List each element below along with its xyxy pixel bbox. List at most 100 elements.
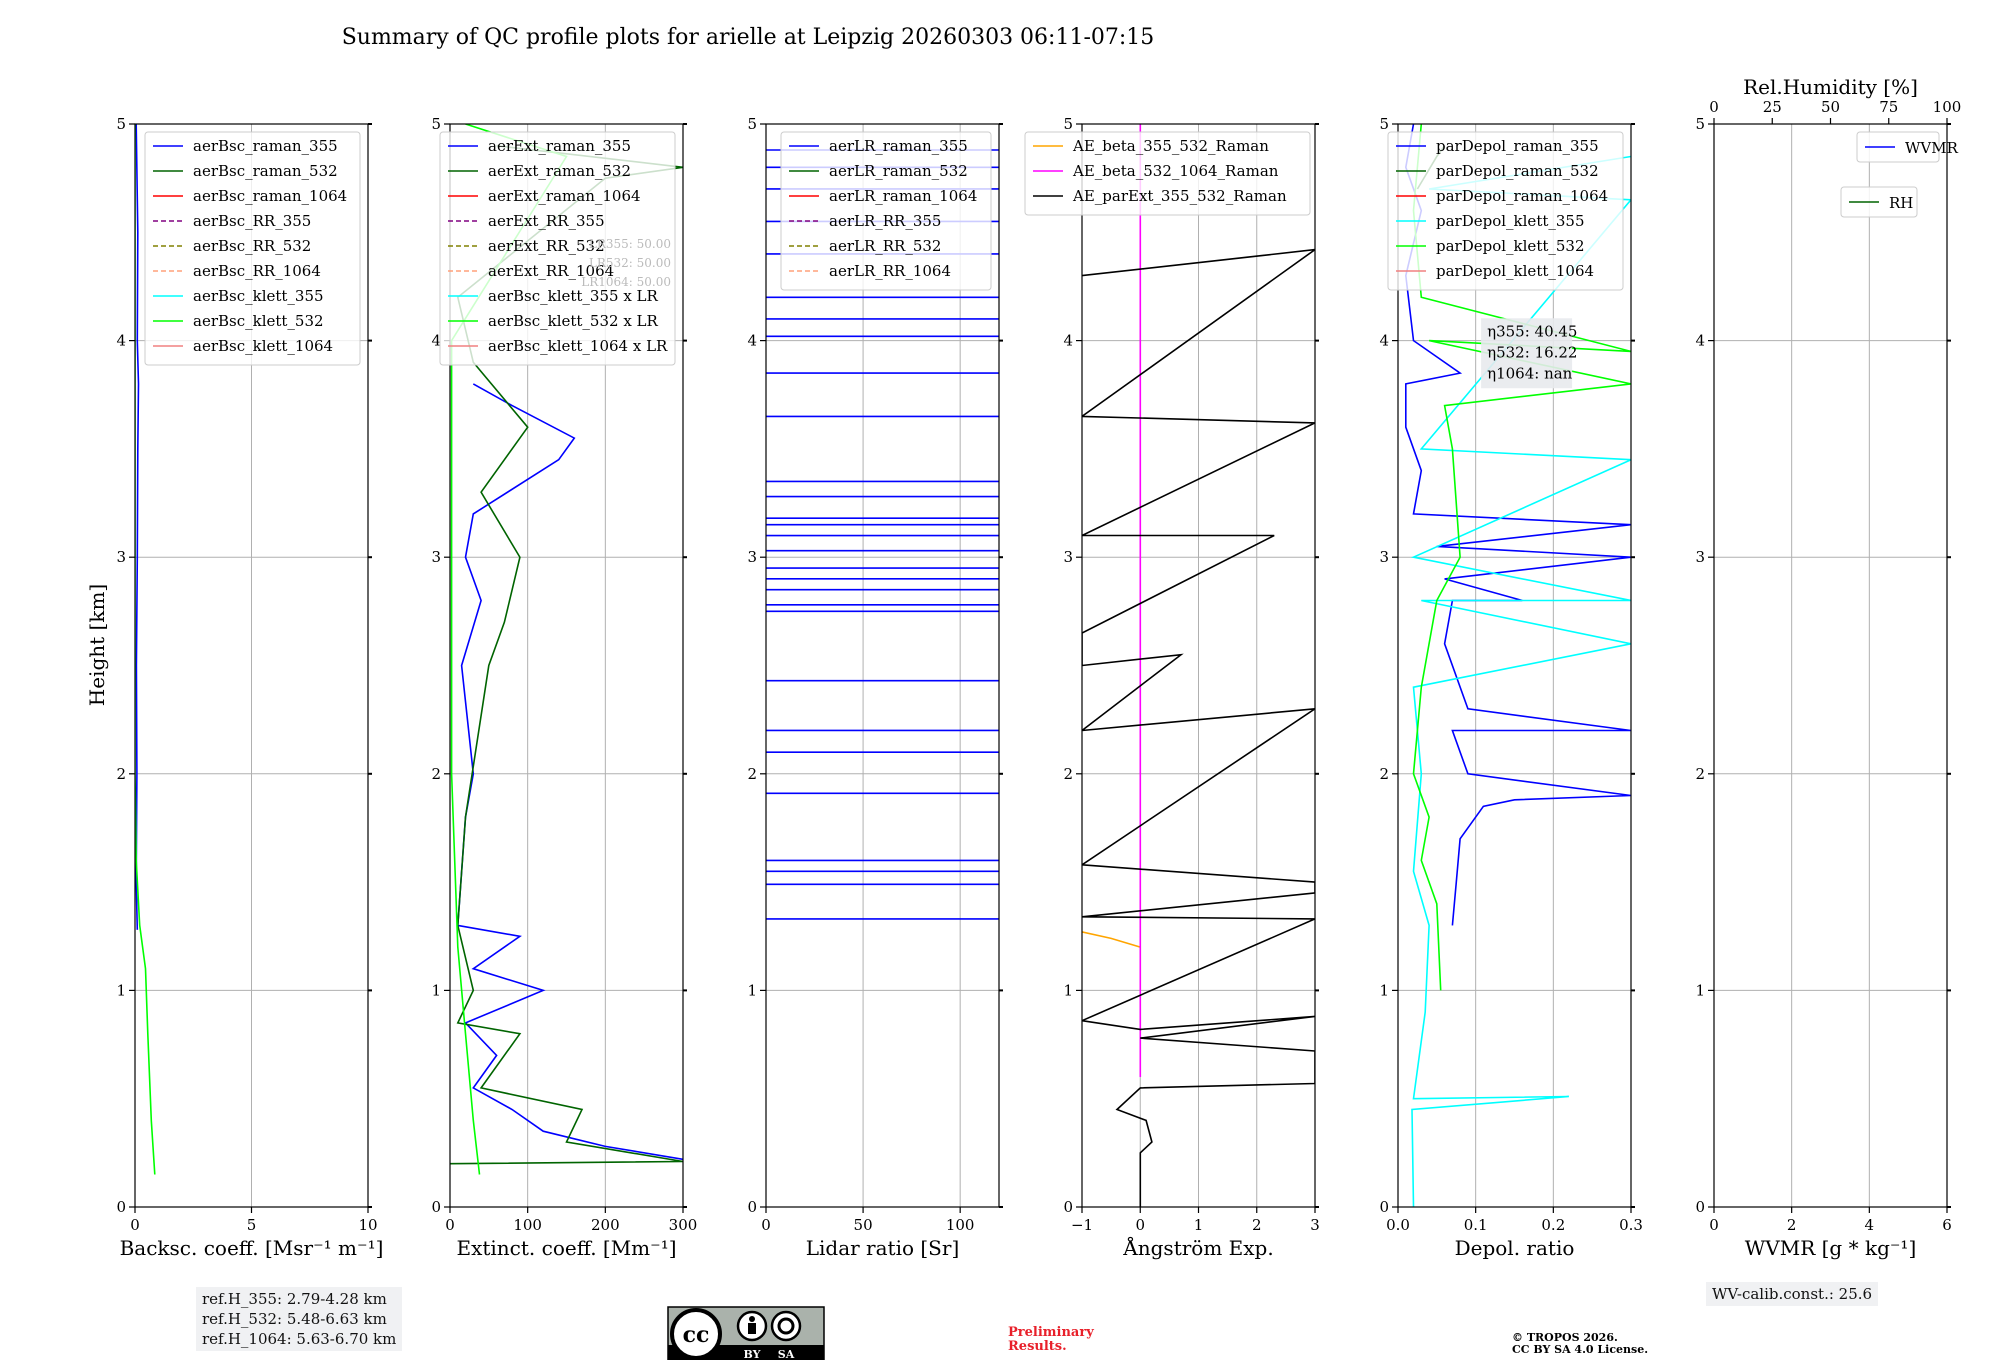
y-tick-label: 3 (1063, 548, 1073, 566)
legend-label: aerExt_RR_355 (488, 212, 605, 230)
reference-heights-box: ref.H_355: 2.79-4.28 km ref.H_532: 5.48-… (196, 1287, 403, 1351)
legend-label: aerExt_RR_1064 (488, 262, 614, 280)
copyright-line-2: CC BY SA 4.0 License. (1512, 1343, 1649, 1356)
plot-frame (449, 123, 684, 1208)
plot-frame (1397, 123, 1632, 1208)
y-tick-label: 2 (1379, 765, 1389, 783)
y-tick-label: 1 (747, 981, 757, 999)
y-tick-label: 0 (1695, 1198, 1705, 1216)
legend-label: aerBsc_klett_532 (193, 312, 324, 330)
x-tick-label: 2 (1787, 1216, 1797, 1234)
x-tick-label: 0.0 (1386, 1216, 1410, 1234)
x-tick-label: 1 (1194, 1216, 1204, 1234)
x-tick-label: 3 (1310, 1216, 1320, 1234)
copyright-line-1: © TROPOS 2026. (1512, 1331, 1618, 1344)
x-axis-label-wv: WVMR [g * kg⁻¹] (1745, 1236, 1917, 1260)
y-tick-label: 2 (1695, 765, 1705, 783)
y-tick-label: 0 (431, 1198, 441, 1216)
series-parDepol_klett_355 (1410, 155, 1631, 1207)
y-tick-label: 4 (116, 332, 126, 350)
preliminary-note: Preliminary Results. (1008, 1326, 1094, 1354)
legend-box (144, 131, 361, 366)
y-tick-label: 5 (431, 115, 441, 133)
series-aerBsc_raman_355 (135, 124, 140, 930)
x-tick-label: 0 (761, 1216, 771, 1234)
legend-label: AE_beta_355_532_Raman (1072, 137, 1269, 155)
panel-depol: 0.0 0.1 0.2 0.3 0 1 2 3 4 5 Depol. ratio parDepol_r… (1379, 115, 1642, 1260)
panel-lr: 0 50 100 0 1 2 3 4 5 Lidar ratio [Sr] aerLR_raman_… (747, 115, 1003, 1260)
legend-label: aerBsc_klett_355 (193, 287, 324, 305)
eta-eta1064: η1064: nan (1487, 364, 1573, 382)
top-x-tick-label: 75 (1879, 98, 1898, 116)
series-AE_parExt_355_532_Raman (1082, 248, 1315, 1207)
x-axis-label-lr: Lidar ratio [Sr] (806, 1236, 960, 1260)
x-tick-label: 0.1 (1464, 1216, 1488, 1234)
legend-label: aerBsc_klett_1064 x LR (488, 337, 668, 355)
x-tick-label: 100 (946, 1216, 975, 1234)
legend-label: aerLR_RR_1064 (829, 262, 951, 280)
top-axis-label: Rel.Humidity [%] (1743, 75, 1918, 99)
eta-eta355: η355: 40.45 (1487, 322, 1577, 340)
y-tick-label: 2 (431, 765, 441, 783)
legend-box (780, 131, 992, 291)
lr-overlay-text: LR1064: 50.00 (581, 275, 671, 289)
y-tick-label: 1 (431, 981, 441, 999)
top-x-tick-label: 50 (1821, 98, 1840, 116)
legend-label: parDepol_klett_1064 (1436, 262, 1594, 280)
ref-height-355: ref.H_355: 2.79-4.28 km (202, 1290, 387, 1308)
y-tick-label: 1 (1379, 981, 1389, 999)
legend-label: aerLR_raman_1064 (829, 187, 977, 205)
y-tick-label: 3 (431, 548, 441, 566)
top-x-tick-label: 0 (1709, 98, 1719, 116)
y-tick-label: 4 (1379, 332, 1389, 350)
legend-label: WVMR (1905, 139, 1959, 157)
svg-text:cc: cc (683, 1322, 710, 1348)
legend-label: parDepol_klett_532 (1436, 237, 1585, 255)
legend-label: aerLR_RR_355 (829, 212, 941, 230)
panel-bsc: 0 5 10 0 1 2 3 4 5 Backsc. coeff. [Msr⁻¹ m⁻¹] aerB… (116, 115, 383, 1260)
y-tick-label: 1 (1063, 981, 1073, 999)
lr-overlay-text: LR355: 50.00 (589, 237, 671, 251)
legend-label: AE_parExt_355_532_Raman (1072, 187, 1287, 205)
y-tick-label: 0 (747, 1198, 757, 1216)
x-tick-label: 0 (1709, 1216, 1719, 1234)
legend-label: aerLR_RR_532 (829, 237, 941, 255)
x-tick-label: 2 (1252, 1216, 1262, 1234)
height-axis-label: Height [km] (85, 584, 109, 706)
cc-by-label: BY (744, 1348, 761, 1360)
x-tick-label: −1 (1071, 1216, 1093, 1234)
legend-label: aerBsc_raman_355 (193, 137, 338, 155)
legend-label: aerBsc_RR_1064 (193, 262, 321, 280)
eta-eta532: η532: 16.22 (1487, 343, 1577, 361)
legend-label: aerBsc_klett_532 x LR (488, 312, 659, 330)
legend-box (1856, 131, 1940, 163)
plot-frame (765, 123, 1000, 1208)
wv-calib-box: WV-calib.const.: 25.6 (1706, 1282, 1879, 1306)
y-tick-label: 1 (116, 981, 126, 999)
x-tick-label: 50 (854, 1216, 873, 1234)
ref-height-532: ref.H_532: 5.48-6.63 km (202, 1310, 387, 1328)
legend-label: aerExt_raman_355 (488, 137, 631, 155)
legend-label: aerBsc_RR_355 (193, 212, 311, 230)
y-tick-label: 3 (747, 548, 757, 566)
y-tick-label: 1 (1695, 981, 1705, 999)
y-tick-label: 0 (116, 1198, 126, 1216)
wv-calib-const: WV-calib.const.: 25.6 (1712, 1285, 1873, 1303)
legend-label: aerBsc_RR_532 (193, 237, 311, 255)
legend-label: aerLR_raman_532 (829, 162, 968, 180)
y-tick-label: 5 (1063, 115, 1073, 133)
y-tick-label: 2 (116, 765, 126, 783)
cc-sa-icon (770, 1310, 802, 1342)
y-tick-label: 3 (116, 548, 126, 566)
y-tick-label: 2 (1063, 765, 1073, 783)
series-parDepol_raman_355 (1404, 124, 1631, 926)
panel-wv: 0 2 4 6 0 1 2 3 4 5 WVMR [g * kg⁻¹] 0 25 50 75 100 Rel.H… (1695, 75, 1961, 1260)
legend-box (1024, 131, 1311, 216)
top-x-tick-label: 25 (1763, 98, 1782, 116)
x-axis-label-ae: Ångström Exp. (1122, 1235, 1273, 1260)
legend-label: aerExt_raman_532 (488, 162, 631, 180)
cc-license-badge: cc BY SA (667, 1306, 825, 1360)
y-tick-label: 4 (747, 332, 757, 350)
y-tick-label: 2 (747, 765, 757, 783)
